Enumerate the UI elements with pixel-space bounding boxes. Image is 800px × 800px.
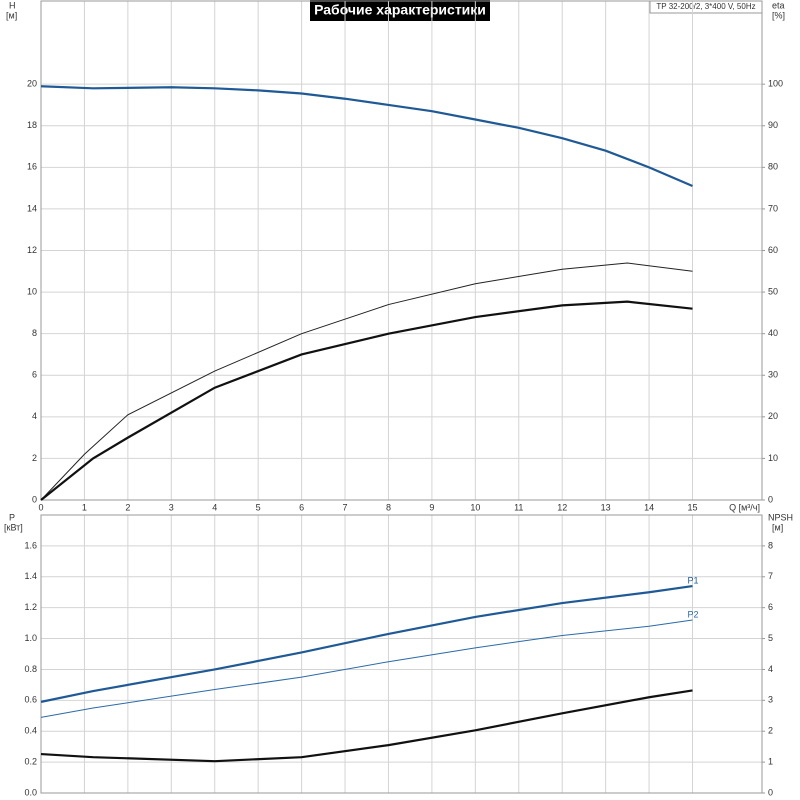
y-tick-label: 0 [32,494,37,504]
series-label: P2 [688,609,699,619]
y-tick-label: 0.2 [24,756,37,766]
y2-tick-label: 40 [768,328,778,338]
series-line [40,85,693,188]
y2-tick-label: 10 [768,453,778,463]
x-tick-label: 15 [687,502,697,512]
y2-tick-label: 6 [768,602,773,612]
x-tick-label: 13 [601,502,611,512]
y2-axis-unit: [м] [772,522,783,532]
y2-tick-label: 7 [768,571,773,581]
x-tick-label: 0 [38,502,43,512]
x-tick-label: 9 [429,502,434,512]
x-tick-label: 8 [386,502,391,512]
y2-tick-label: 2 [768,726,773,736]
x-tick-label: 7 [343,502,348,512]
y-tick-label: 18 [27,120,37,130]
series-line [40,300,693,501]
series-line [40,584,693,703]
y-tick-label: 4 [32,411,37,421]
y-tick-label: 2 [32,453,37,463]
y2-tick-label: 3 [768,695,773,705]
y-tick-label: 16 [27,162,37,172]
y-axis-label: H [9,0,16,10]
title-box [310,0,490,21]
y2-tick-label: 5 [768,633,773,643]
y2-tick-label: 4 [768,664,773,674]
series-line [40,262,693,501]
y-tick-label: 1.0 [24,633,37,643]
y2-tick-label: 90 [768,120,778,130]
y2-tick-label: 70 [768,203,778,213]
y-tick-label: 1.2 [24,602,37,612]
y-axis-unit: [кВт] [4,522,23,532]
x-tick-label: 11 [514,502,523,512]
y2-axis-label: eta [772,0,785,10]
y-axis-unit: [м] [6,10,17,20]
chart-title: Рабочие характеристики [314,2,486,18]
y-tick-label: 12 [27,245,37,255]
x-tick-label: 12 [557,502,567,512]
y-tick-label: 20 [27,79,37,89]
y-tick-label: 14 [27,203,37,213]
y2-tick-label: 60 [768,245,778,255]
x-tick-label: 10 [470,502,480,512]
y2-tick-label: 50 [768,286,778,296]
x-axis-label: Q [м³/ч] [729,502,760,512]
y-tick-label: 1.6 [24,540,37,550]
y-tick-label: 6 [32,370,37,380]
y2-tick-label: 0 [768,494,773,504]
y2-axis-unit: [%] [772,10,785,20]
x-tick-label: 5 [256,502,261,512]
y2-tick-label: 100 [768,79,783,89]
y2-tick-label: 1 [768,756,773,766]
y-tick-label: 0.6 [24,695,37,705]
x-tick-label: 6 [299,502,304,512]
x-tick-label: 14 [644,502,654,512]
plot-frame [40,0,763,501]
y2-tick-label: 0 [768,787,773,797]
y2-tick-label: 80 [768,162,778,172]
y-axis-label: P [9,512,15,522]
y2-tick-label: 20 [768,411,778,421]
y-tick-label: 0.4 [24,726,37,736]
x-tick-label: 4 [212,502,217,512]
y-tick-label: 10 [27,286,37,296]
plot-frame [40,514,763,794]
series-line [40,619,693,718]
x-tick-label: 2 [125,502,130,512]
y-tick-label: 0.0 [24,787,37,797]
y-tick-label: 8 [32,328,37,338]
x-tick-label: 3 [169,502,174,512]
y-tick-label: 0.8 [24,664,37,674]
series-line [40,689,693,763]
chart-subtitle: TP 32-200/2, 3*400 V, 50Hz [656,2,755,11]
x-tick-label: 1 [82,502,87,512]
y2-axis-label: NPSH [768,512,793,522]
y2-tick-label: 8 [768,540,773,550]
series-label: P1 [688,575,699,585]
y2-tick-label: 30 [768,370,778,380]
y-tick-label: 1.4 [24,571,37,581]
